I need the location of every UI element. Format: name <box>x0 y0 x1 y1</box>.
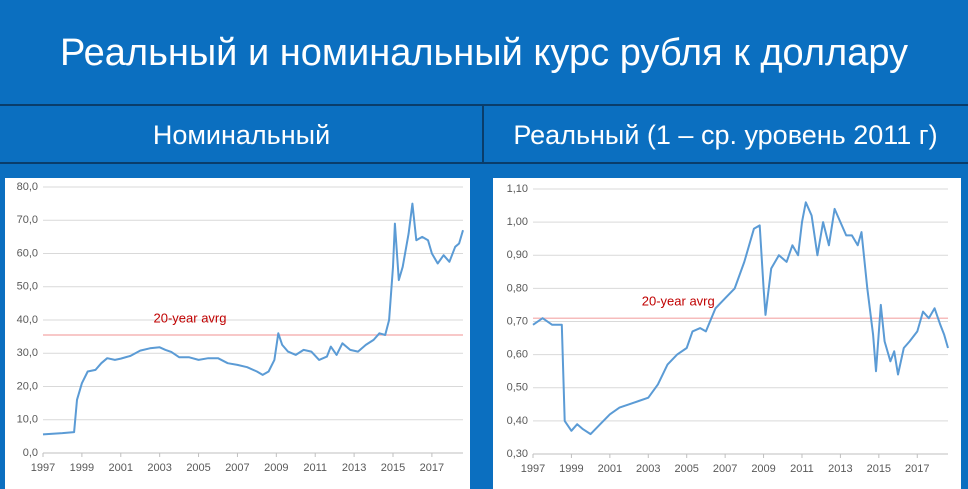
y-tick-label: 0,0 <box>23 447 38 459</box>
y-tick-label: 1,00 <box>507 216 528 228</box>
column-header: Реальный (1 – ср. уровень 2011 г) <box>483 106 968 164</box>
y-tick-label: 0,40 <box>507 415 528 427</box>
x-tick-label: 2007 <box>225 462 249 474</box>
chart: 0,0 10,0 20,0 30,0 40,0 50,0 60,0 70,0 80,0 1997 1… <box>5 178 470 489</box>
x-tick-label: 2005 <box>186 462 210 474</box>
x-tick-label: 1997 <box>31 462 55 474</box>
x-tick-label: 2015 <box>381 462 405 474</box>
y-tick-label: 0,80 <box>507 282 528 294</box>
y-tick-label: 40,0 <box>17 314 38 326</box>
x-tick-label: 2017 <box>420 462 444 474</box>
x-tick-label: 2009 <box>264 462 288 474</box>
x-tick-label: 2009 <box>751 463 775 475</box>
divider <box>482 106 484 164</box>
y-tick-label: 50,0 <box>17 281 38 293</box>
y-tick-label: 0,60 <box>507 349 528 361</box>
y-tick-label: 0,90 <box>507 249 528 261</box>
y-tick-label: 1,10 <box>507 183 528 195</box>
x-tick-label: 2003 <box>636 463 660 475</box>
x-tick-label: 1999 <box>70 462 94 474</box>
x-tick-label: 1997 <box>521 463 545 475</box>
chart: 0,30 0,40 0,50 0,60 0,70 0,80 0,90 1,00 1,10 1997… <box>493 178 961 489</box>
x-tick-label: 2015 <box>867 463 891 475</box>
x-tick-label: 2011 <box>790 463 814 475</box>
x-tick-label: 2011 <box>303 462 327 474</box>
x-tick-label: 1999 <box>559 463 583 475</box>
column-header: Номинальный <box>0 106 483 164</box>
x-tick-label: 2005 <box>674 463 698 475</box>
reference-label: 20-year avrg <box>154 310 227 325</box>
y-tick-label: 70,0 <box>17 214 38 226</box>
x-tick-label: 2013 <box>342 462 366 474</box>
x-tick-label: 2007 <box>713 463 737 475</box>
x-tick-label: 2013 <box>828 463 852 475</box>
y-tick-label: 80,0 <box>17 181 38 193</box>
x-tick-label: 2017 <box>905 463 929 475</box>
reference-label: 20-year avrg <box>642 294 715 309</box>
slide-title: Реальный и номинальный курс рубля к долл… <box>0 0 968 106</box>
x-tick-label: 2003 <box>147 462 171 474</box>
y-tick-label: 60,0 <box>17 247 38 259</box>
data-line <box>42 202 464 436</box>
data-line <box>532 201 949 436</box>
y-tick-label: 10,0 <box>17 414 38 426</box>
y-tick-label: 0,50 <box>507 382 528 394</box>
y-tick-label: 0,70 <box>507 315 528 327</box>
x-tick-label: 2001 <box>598 463 622 475</box>
y-tick-label: 20,0 <box>17 380 38 392</box>
x-tick-label: 2001 <box>109 462 133 474</box>
y-tick-label: 0,30 <box>507 448 528 460</box>
y-tick-label: 30,0 <box>17 347 38 359</box>
